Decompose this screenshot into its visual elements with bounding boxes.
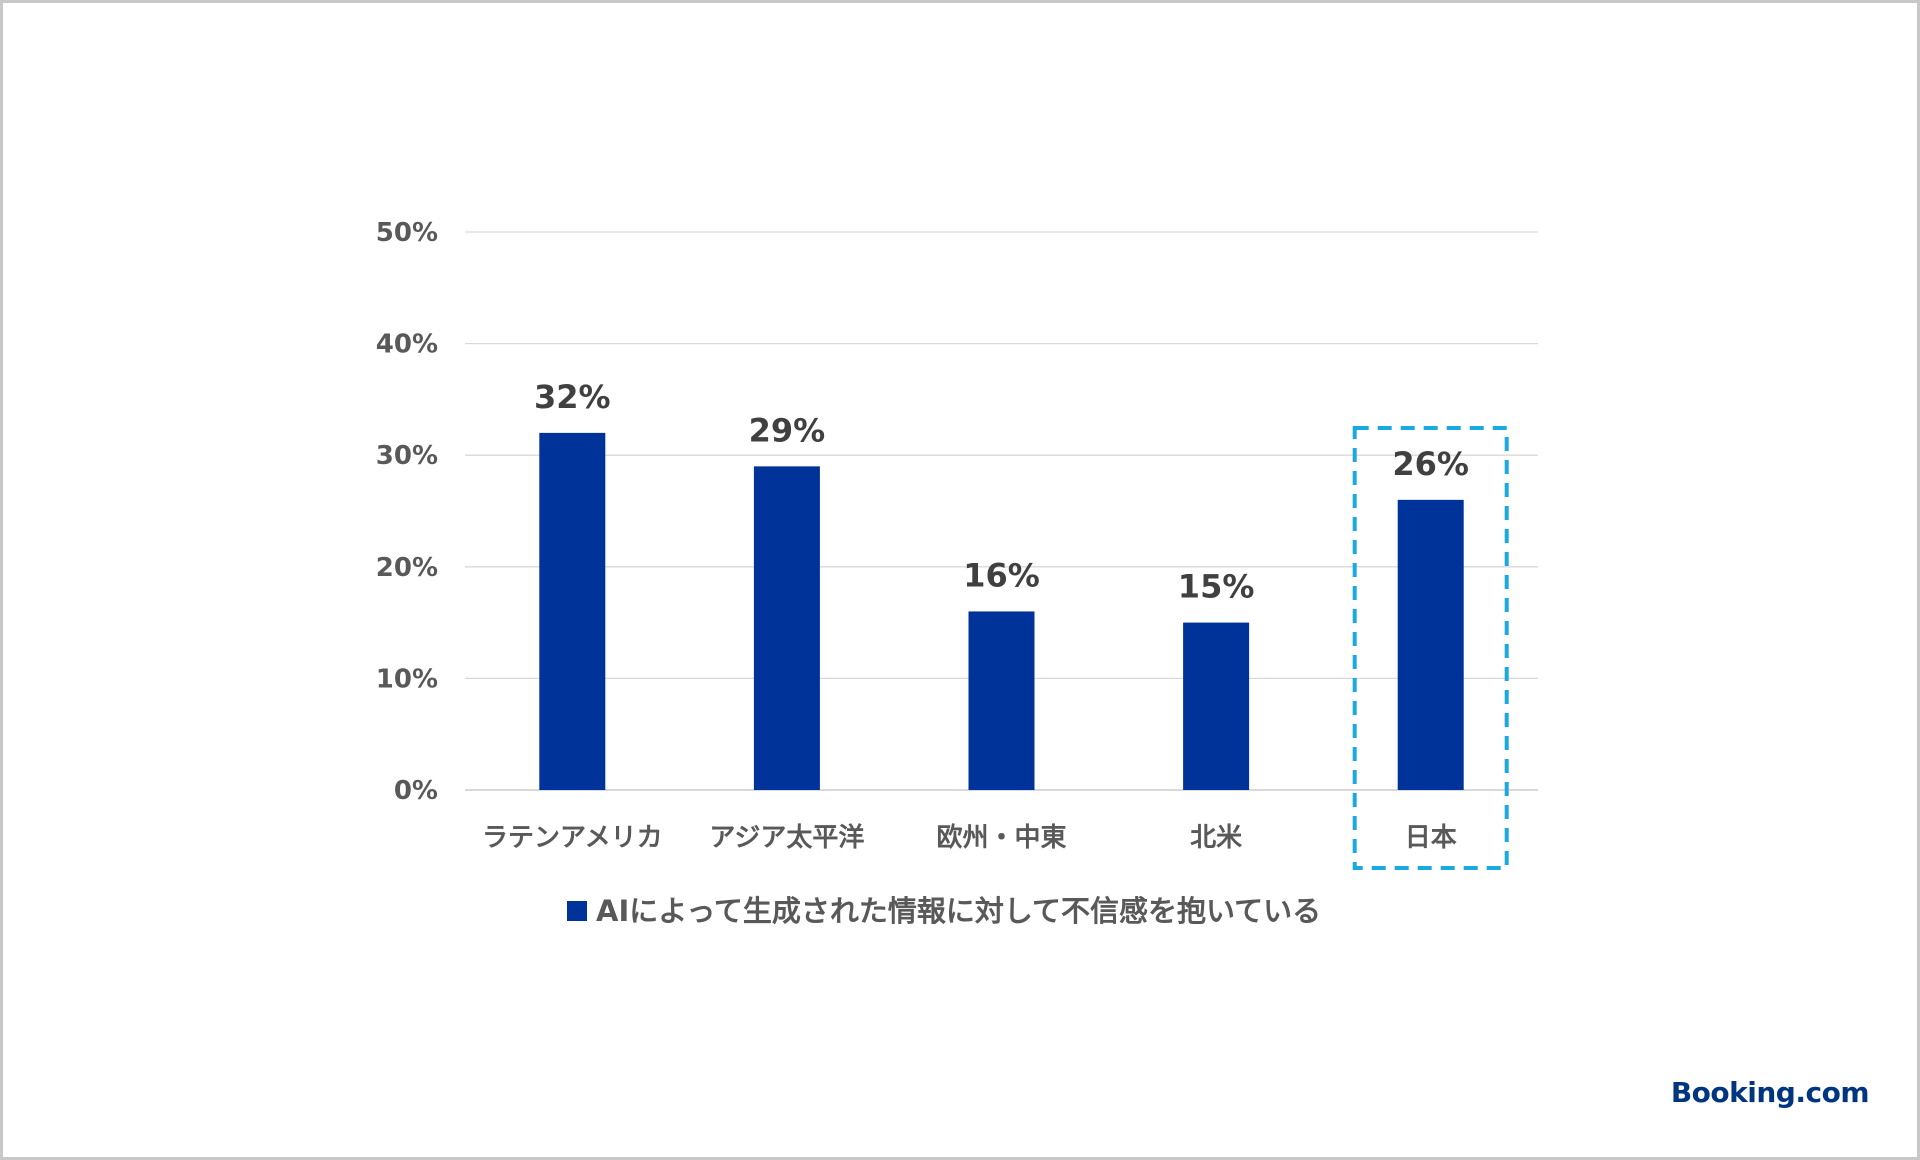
- x-axis-labels: ラテンアメリカ アジア太平洋 欧州・中東 北米 日本: [482, 822, 1457, 853]
- bar: [1397, 499, 1464, 790]
- data-label: 16%: [963, 556, 1040, 594]
- x-tick-label: 日本: [1405, 823, 1457, 853]
- legend-swatch: [567, 901, 587, 921]
- x-tick-label: アジア太平洋: [709, 822, 864, 853]
- legend: AIによって生成された情報に対して不信感を抱いている: [567, 894, 1321, 928]
- y-tick-label: 30%: [376, 441, 438, 471]
- legend-label: AIによって生成された情報に対して不信感を抱いている: [596, 894, 1321, 928]
- x-tick-label: ラテンアメリカ: [482, 823, 663, 853]
- highlight-box: [1352, 426, 1509, 870]
- data-label: 26%: [1392, 445, 1469, 483]
- y-tick-label: 20%: [376, 553, 438, 583]
- bars: [539, 432, 1464, 790]
- data-label: 15%: [1178, 568, 1255, 606]
- data-labels: 32% 29% 16% 15% 26%: [534, 378, 1469, 606]
- x-tick-label: 北米: [1190, 823, 1242, 853]
- y-tick-label: 50%: [376, 218, 438, 248]
- y-tick-label: 10%: [376, 664, 438, 694]
- gridlines: [465, 231, 1538, 791]
- booking-logo: Booking.com: [1670, 1076, 1870, 1109]
- bar-chart: 0% 10% 20% 30% 40% 50% 32% 29% 16% 15% 26% ラテンアメリ…: [376, 218, 1538, 928]
- highlight-rect: [1352, 426, 1509, 870]
- x-tick-label: 欧州・中東: [936, 822, 1066, 853]
- y-tick-label: 40%: [376, 330, 438, 360]
- bar: [1183, 622, 1250, 790]
- data-label: 29%: [749, 411, 826, 449]
- y-tick-label: 0%: [394, 776, 438, 806]
- bar: [968, 611, 1035, 790]
- data-label: 32%: [534, 378, 611, 416]
- bar: [539, 432, 606, 790]
- bar: [753, 466, 820, 790]
- y-axis-ticks: 0% 10% 20% 30% 40% 50%: [376, 218, 438, 806]
